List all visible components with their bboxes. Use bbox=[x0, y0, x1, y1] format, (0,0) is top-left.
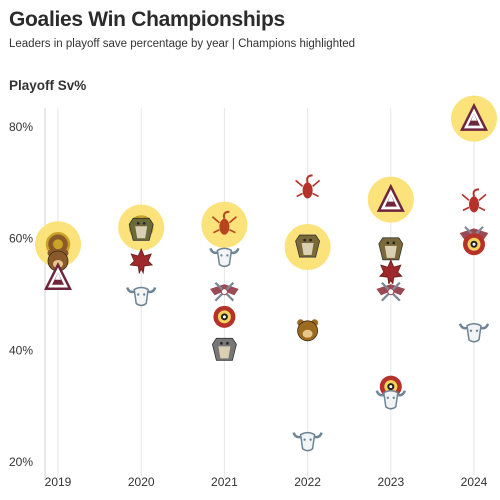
data-point-2024-target-logo[interactable] bbox=[463, 233, 485, 256]
data-point-2022-scorpion-logo[interactable] bbox=[295, 174, 321, 199]
gridlines bbox=[44, 108, 475, 480]
y-tick-label: 40% bbox=[9, 343, 33, 357]
x-tick-label: 2024 bbox=[461, 475, 488, 489]
data-point-2020-bull-logo[interactable] bbox=[126, 286, 157, 307]
data-point-2019-avalanche-logo[interactable] bbox=[43, 261, 73, 290]
chart-subtitle: Leaders in playoff save percentage by ye… bbox=[9, 38, 356, 50]
chart-title: Goalies Win Championships bbox=[9, 8, 285, 31]
data-point-2019-bear-logo[interactable] bbox=[47, 249, 69, 272]
y-tick-label: 20% bbox=[9, 455, 33, 469]
y-axis-title: Playoff Sv% bbox=[9, 78, 87, 93]
data-point-2022-bear-logo[interactable] bbox=[297, 319, 319, 342]
data-point-2021-wings-logo[interactable] bbox=[208, 281, 241, 302]
x-axis-ticks: 2019 2020 2021 2022 2023 2024 bbox=[45, 475, 488, 489]
y-axis-ticks: 20% 40% 60% 80% bbox=[9, 120, 33, 469]
data-point-2021-bull-logo[interactable] bbox=[209, 247, 240, 268]
data-point-2023-maple-logo[interactable] bbox=[378, 259, 403, 286]
data-points bbox=[35, 95, 497, 452]
data-point-2020-maple-logo[interactable] bbox=[129, 247, 154, 275]
data-point-2023-dog-logo[interactable] bbox=[378, 237, 404, 261]
data-point-2020-dog-logo[interactable] bbox=[128, 217, 154, 241]
data-point-2024-scorpion-logo[interactable] bbox=[461, 188, 487, 213]
data-point-2023-avalanche-logo[interactable] bbox=[376, 183, 405, 212]
data-point-2022-bull-logo[interactable] bbox=[292, 431, 323, 452]
x-tick-label: 2021 bbox=[211, 475, 238, 489]
data-point-2021-target-logo[interactable] bbox=[213, 305, 236, 328]
data-point-2022-dog-logo[interactable] bbox=[295, 234, 321, 258]
data-point-2021-dog-logo[interactable] bbox=[211, 337, 237, 361]
x-tick-label: 2023 bbox=[377, 475, 404, 489]
data-point-2023-wings-logo[interactable] bbox=[375, 281, 407, 302]
data-point-2024-avalanche-logo[interactable] bbox=[459, 102, 489, 131]
y-tick-label: 80% bbox=[9, 120, 33, 134]
y-tick-label: 60% bbox=[9, 232, 33, 246]
x-tick-label: 2019 bbox=[45, 475, 72, 489]
data-point-2023-bull-logo[interactable] bbox=[375, 390, 406, 410]
data-point-2021-scorpion-logo[interactable] bbox=[211, 210, 237, 235]
data-point-2024-bull-logo[interactable] bbox=[458, 323, 490, 343]
x-tick-label: 2020 bbox=[128, 475, 155, 489]
x-tick-label: 2022 bbox=[294, 475, 321, 489]
